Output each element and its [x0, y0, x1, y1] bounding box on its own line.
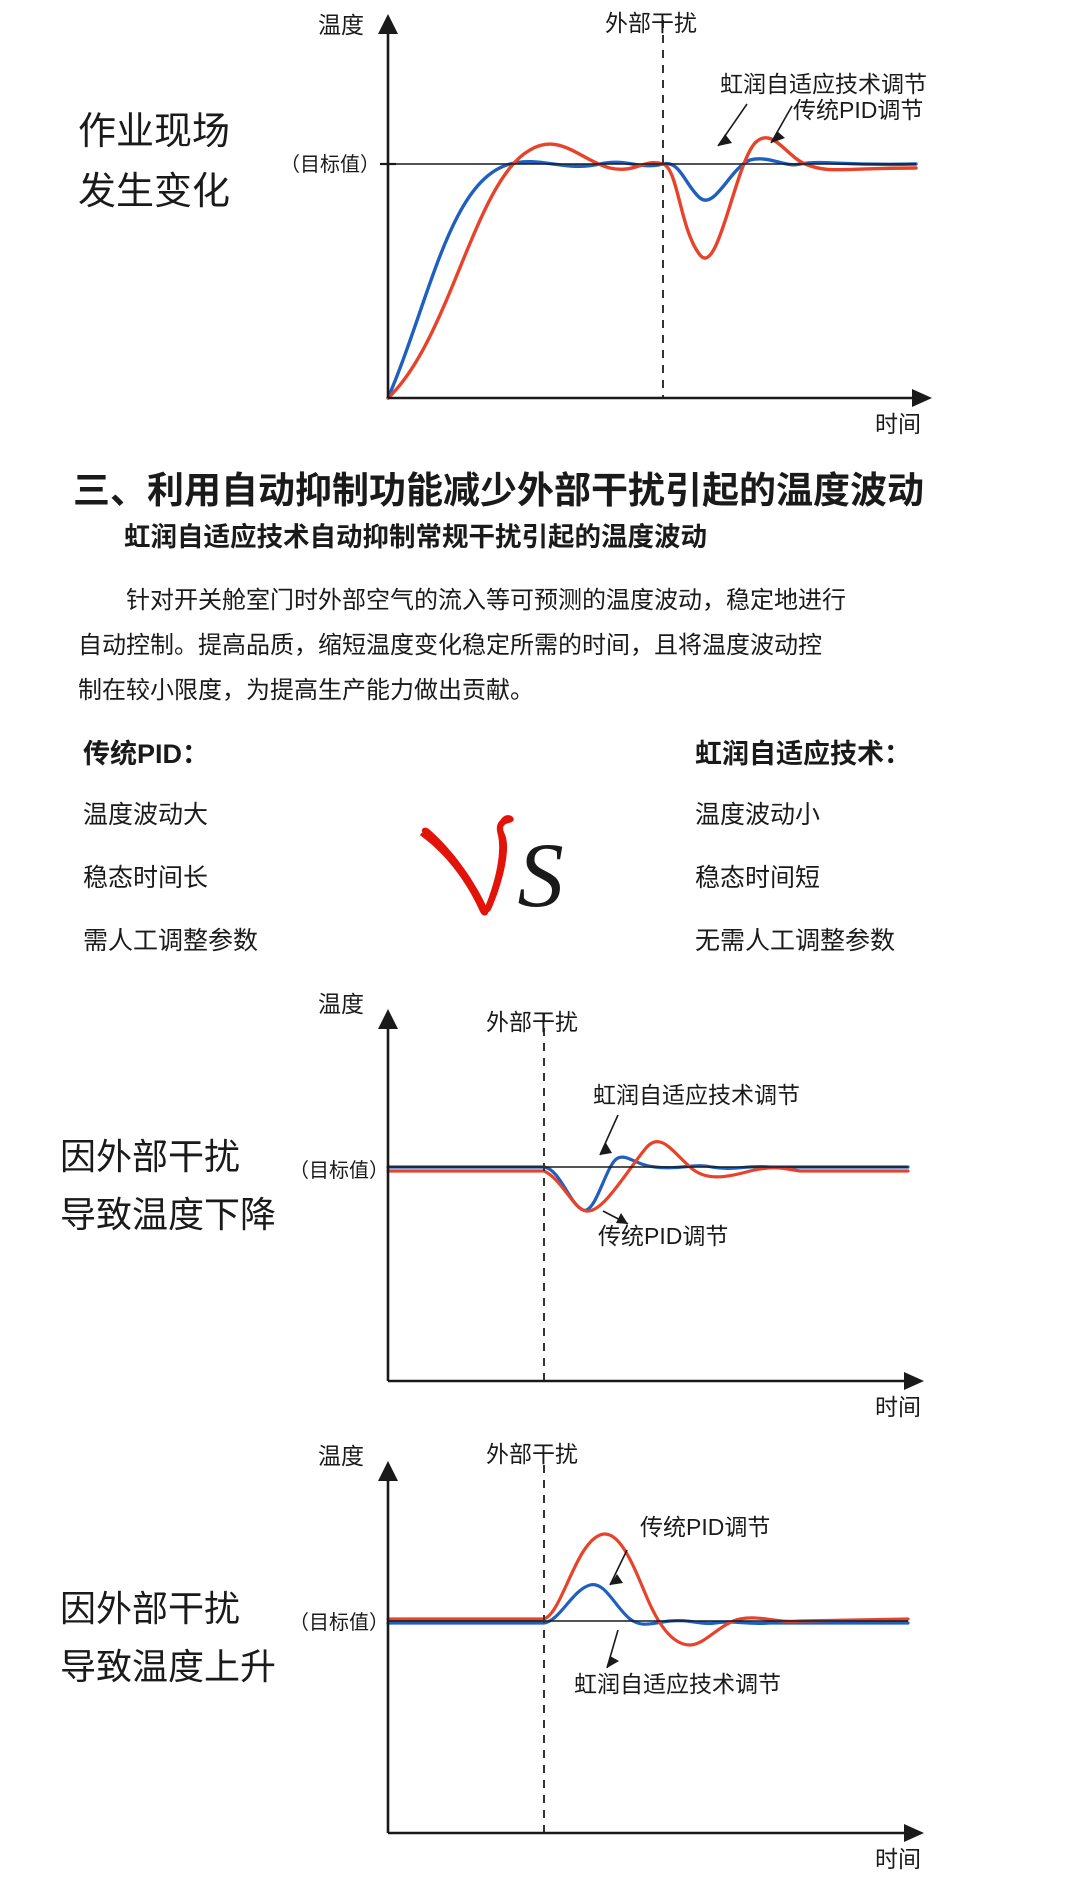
svg-text:S: S: [518, 825, 564, 925]
